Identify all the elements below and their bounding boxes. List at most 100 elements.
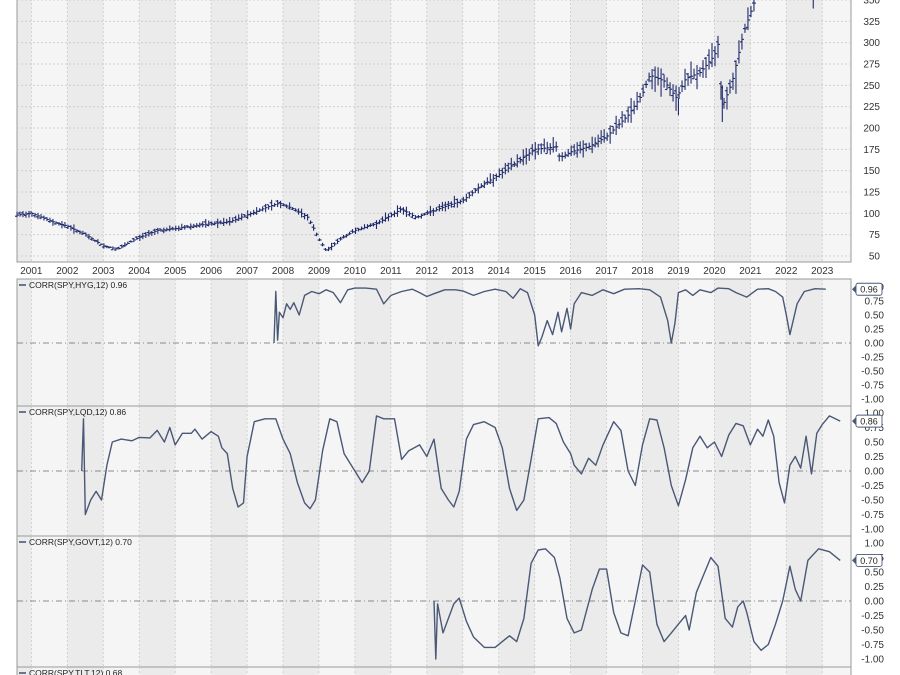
price-bar: [29, 211, 34, 217]
year-axis-label: 2011: [380, 266, 402, 277]
year-band: [17, 406, 32, 536]
price-bar: [338, 236, 343, 241]
price-bar: [167, 225, 172, 232]
year-band: [642, 0, 679, 262]
price-bar: [230, 217, 235, 223]
price-bar: [35, 212, 40, 220]
price-bar: [476, 183, 481, 194]
year-band: [426, 279, 463, 406]
price-bar: [359, 226, 364, 231]
price-bar: [287, 202, 292, 210]
price-bar: [668, 82, 673, 97]
indicator-tick-label: 0.25: [865, 582, 885, 593]
year-band: [570, 0, 607, 262]
price-bar: [710, 42, 714, 68]
price-bar: [724, 86, 729, 110]
price-bar: [200, 221, 205, 228]
price-tick-label: 325: [863, 17, 880, 28]
price-bar: [449, 201, 454, 208]
price-bar: [71, 224, 76, 234]
price-bar: [332, 242, 337, 247]
price-bar: [512, 161, 517, 167]
price-bar: [311, 224, 316, 231]
year-band: [67, 667, 104, 675]
indicator-label: CORR(SPY,GOVT,12) 0.70: [29, 537, 132, 547]
price-bar: [548, 143, 553, 155]
price-bar: [479, 183, 484, 189]
price-bar: [107, 246, 112, 249]
price-bar: [50, 218, 55, 226]
year-axis-label: 2023: [811, 266, 834, 277]
indicator-tick-label: -1.00: [861, 655, 884, 666]
last-value-pointer: [852, 285, 856, 294]
indicator-tick-label: -1.00: [861, 395, 884, 406]
price-bar: [590, 136, 595, 154]
year-band: [211, 667, 248, 675]
price-bar: [92, 239, 97, 243]
year-band: [786, 667, 823, 675]
price-bar: [464, 193, 469, 202]
year-axis-label: 2014: [488, 266, 511, 277]
indicator-tick-label: -0.50: [861, 496, 884, 507]
price-bar: [536, 143, 541, 156]
price-bar: [437, 204, 442, 212]
price-bar: [110, 246, 115, 251]
price-bar: [344, 233, 349, 238]
price-bar: [503, 162, 508, 175]
year-band: [283, 667, 319, 675]
price-bar: [482, 180, 487, 189]
price-bar: [671, 84, 676, 102]
price-bar: [485, 177, 490, 185]
year-axis-label: 2021: [739, 266, 762, 277]
indicator-tick-label: 0.00: [865, 597, 885, 608]
price-bar: [20, 211, 25, 218]
price-bar: [119, 244, 124, 249]
price-tick-label: 100: [863, 209, 880, 220]
year-band: [354, 0, 391, 262]
price-bar: [452, 195, 457, 208]
price-bar: [140, 232, 145, 240]
price-bar: [581, 140, 586, 158]
price-bar: [650, 69, 655, 90]
price-bar: [347, 231, 352, 236]
price-tick-label: 225: [863, 102, 880, 113]
year-axis-label: 2001: [20, 266, 43, 277]
indicator-tick-label: 0.25: [865, 325, 885, 336]
price-bar: [443, 201, 448, 212]
price-bar: [614, 115, 619, 136]
price-tick-label: 150: [863, 166, 880, 177]
price-bar: [242, 214, 247, 218]
price-bar: [275, 200, 280, 208]
year-band: [786, 406, 823, 536]
price-bar: [104, 245, 109, 249]
price-bar: [86, 233, 91, 240]
price-bar: [56, 222, 61, 226]
price-bar: [260, 206, 265, 212]
price-bar: [227, 216, 232, 226]
year-axis-label: 2022: [775, 266, 798, 277]
price-tick-label: 275: [863, 60, 880, 71]
price-bar: [158, 228, 163, 232]
price-bar: [425, 210, 430, 215]
year-band: [17, 279, 32, 406]
year-axis-label: 2009: [308, 266, 331, 277]
price-bar: [578, 141, 583, 154]
price-bar: [593, 137, 598, 148]
price-bar: [515, 154, 520, 168]
indicator-tick-label: 0.25: [865, 452, 885, 463]
price-bar: [620, 111, 625, 128]
price-bar: [299, 208, 304, 218]
year-band: [139, 667, 176, 675]
indicator-tick-label: -1.00: [861, 525, 884, 536]
price-bar: [371, 222, 376, 227]
year-band: [426, 406, 463, 536]
price-bar: [251, 209, 256, 216]
year-band: [426, 0, 463, 262]
year-axis-label: 2004: [128, 266, 151, 277]
price-bar: [128, 240, 133, 243]
price-bar: [401, 207, 406, 215]
price-bar: [698, 67, 703, 77]
price-bar: [233, 215, 238, 223]
year-band: [283, 406, 319, 536]
price-bar: [575, 142, 580, 158]
